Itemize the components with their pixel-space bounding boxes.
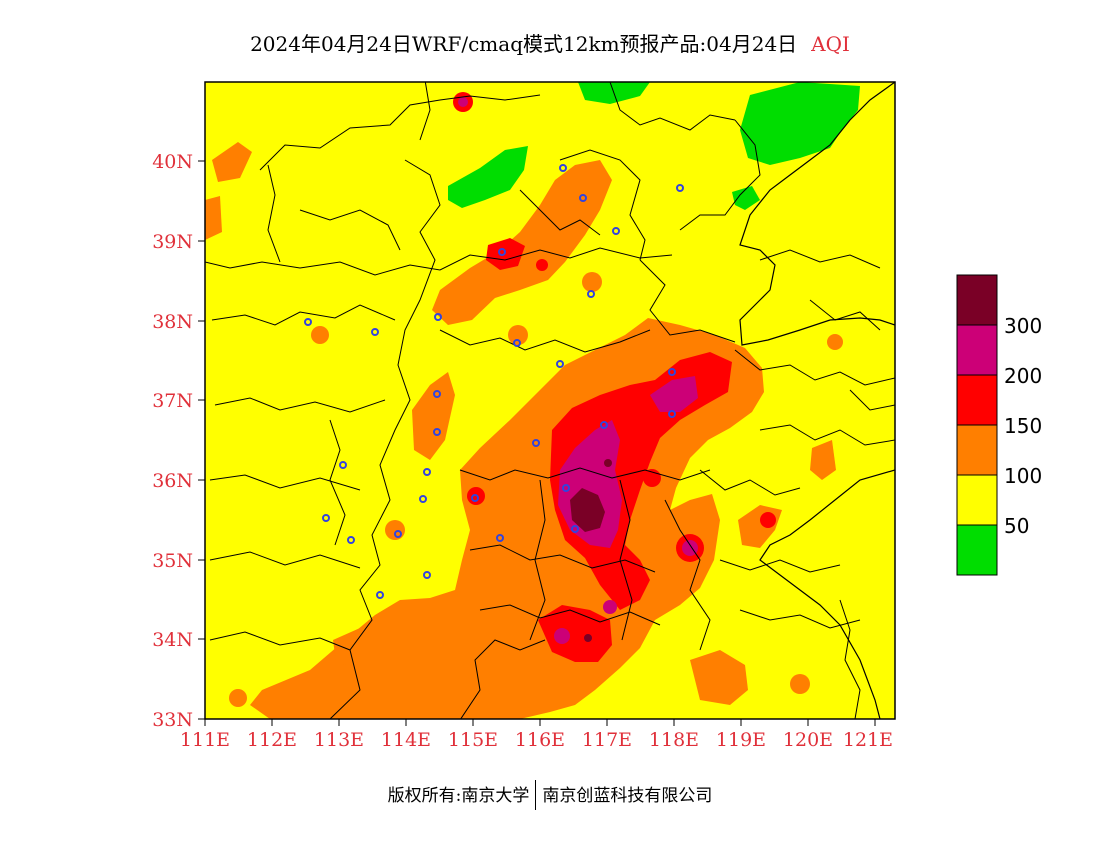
aqi-legend: 300 200 150 100 50	[956, 274, 1042, 576]
sensitive-spot-3	[827, 334, 843, 350]
sensitive-spot-2	[311, 326, 329, 344]
sensitive-spot-5	[229, 689, 247, 707]
sensitive-spot-4	[385, 520, 405, 540]
admin-boundaries	[205, 82, 895, 719]
lat-label: 36N	[152, 470, 193, 492]
sensitive-region-west-edge	[205, 196, 222, 240]
copyright-left: 版权所有:南京大学	[387, 786, 530, 806]
legend-swatch-hazardous	[956, 274, 998, 326]
legend-label: 200	[1004, 364, 1042, 388]
lat-label: 39N	[152, 231, 193, 253]
hazardous-spot-2	[584, 634, 592, 642]
lon-label: 121E	[843, 729, 893, 751]
longitude-labels: 111E 112E 113E 114E 115E 116E 117E 118E …	[180, 729, 893, 751]
coastline-south	[759, 469, 895, 719]
lon-label: 114E	[381, 729, 431, 751]
legend-label: 50	[1004, 514, 1029, 538]
legend-swatch-good	[956, 524, 998, 576]
good-region-small	[732, 186, 760, 210]
lon-label: 115E	[448, 729, 498, 751]
sensitive-region-west	[412, 372, 455, 460]
legend-label: 300	[1004, 314, 1042, 338]
sensitive-spot-6	[790, 674, 810, 694]
unhealthy-spot-5	[536, 259, 548, 271]
lon-label: 118E	[649, 729, 699, 751]
good-region-northwest	[448, 146, 528, 208]
sensitive-region-north	[432, 160, 612, 325]
hazardous-spot-1	[604, 459, 612, 467]
very-unhealthy-spot-2	[554, 628, 570, 644]
sensitive-region-east-small	[810, 440, 836, 480]
very-unhealthy-spot-1	[682, 540, 698, 556]
sensitive-region-southeast	[690, 650, 748, 705]
latitude-labels: 40N 39N 38N 37N 36N 35N 34N 33N	[152, 151, 193, 731]
lon-label: 120E	[783, 729, 833, 751]
lat-label: 35N	[152, 550, 193, 572]
legend-swatch-moderate	[956, 474, 998, 526]
coastline	[739, 82, 895, 346]
very-unhealthy-region-ne	[650, 376, 698, 412]
axis-ticks	[198, 160, 876, 726]
very-unhealthy-spot-4	[458, 97, 468, 107]
lon-label: 119E	[716, 729, 766, 751]
lon-label: 112E	[247, 729, 297, 751]
legend-label: 100	[1004, 464, 1042, 488]
footer-divider	[535, 779, 537, 810]
unhealthy-spot-4	[760, 512, 776, 528]
legend-swatch-very-unhealthy	[956, 324, 998, 376]
lat-label: 40N	[152, 151, 193, 173]
lon-label: 117E	[582, 729, 632, 751]
hazardous-region	[570, 488, 605, 532]
copyright-right: 南京创蓝科技有限公司	[542, 786, 713, 806]
lat-label: 38N	[152, 311, 193, 333]
sensitive-region-nw-small	[212, 142, 252, 182]
lon-label: 113E	[314, 729, 364, 751]
aqi-fields	[205, 82, 895, 719]
sensitive-spot-1	[508, 325, 528, 345]
legend-swatch-sensitive	[956, 424, 998, 476]
copyright-footer: 版权所有:南京大学 南京创蓝科技有限公司	[0, 779, 1100, 812]
lat-label: 34N	[152, 629, 193, 651]
lat-label: 37N	[152, 390, 193, 412]
title-text: 2024年04月24日WRF/cmaq模式12km预报产品:04月24日	[250, 32, 798, 56]
map-title: 2024年04月24日WRF/cmaq模式12km预报产品:04月24日 AQI	[0, 28, 1100, 57]
legend-swatch-unhealthy	[956, 374, 998, 426]
lon-label: 111E	[180, 729, 230, 751]
legend-label: 150	[1004, 414, 1042, 438]
sensitive-spot-7	[582, 272, 602, 292]
lon-label: 116E	[515, 729, 565, 751]
lat-label: 33N	[152, 709, 193, 731]
very-unhealthy-spot-3	[603, 600, 617, 614]
monitoring-stations	[304, 164, 684, 599]
title-variable: AQI	[811, 32, 850, 56]
unhealthy-region-north	[486, 238, 525, 270]
